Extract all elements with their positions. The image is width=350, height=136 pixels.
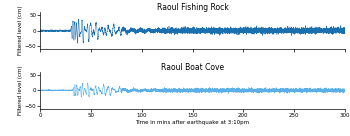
Title: Raoul Boat Cove: Raoul Boat Cove xyxy=(161,63,224,72)
Y-axis label: Filtered level (cm): Filtered level (cm) xyxy=(18,6,23,55)
X-axis label: Time in mins after earthquake at 3:10pm: Time in mins after earthquake at 3:10pm xyxy=(135,120,250,125)
Title: Raoul Fishing Rock: Raoul Fishing Rock xyxy=(157,3,228,12)
Y-axis label: Filtered level (cm): Filtered level (cm) xyxy=(18,66,23,115)
